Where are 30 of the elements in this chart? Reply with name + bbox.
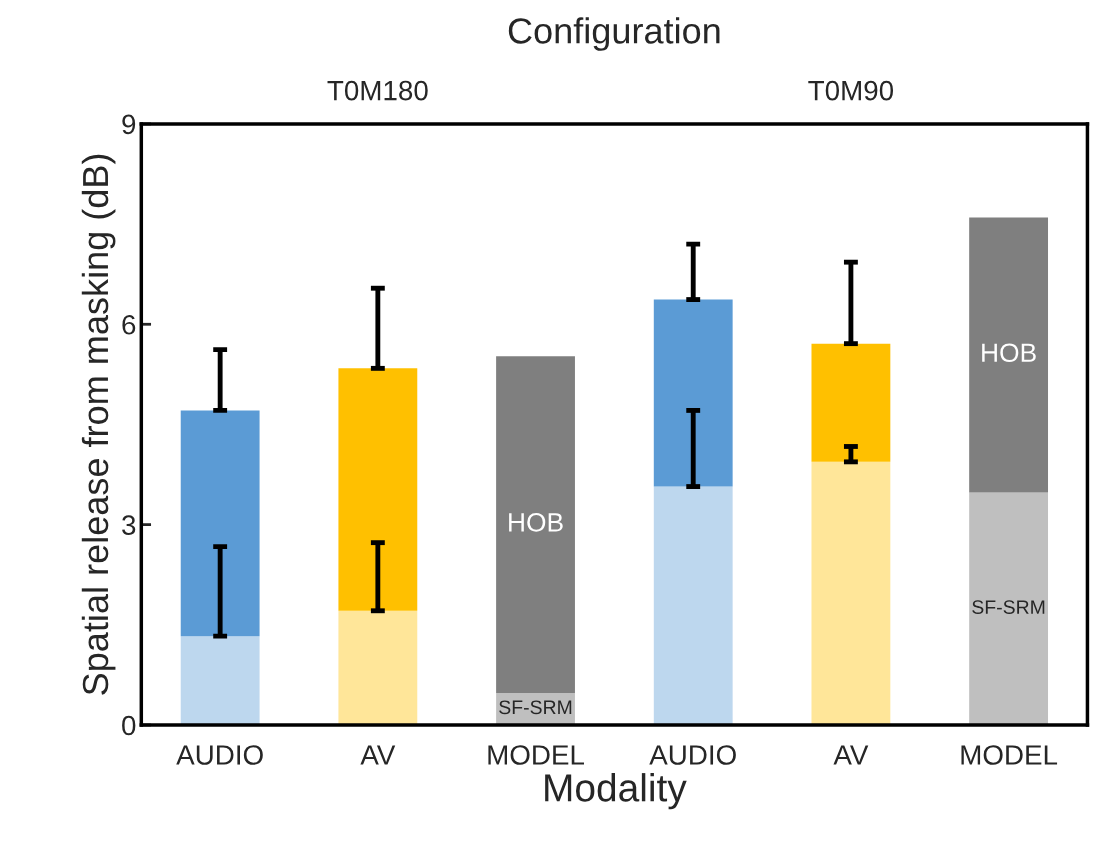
bar	[496, 356, 575, 693]
x-axis-title: Modality	[545, 773, 687, 810]
bar	[338, 368, 418, 611]
data-label: SF-SRM	[972, 600, 1045, 614]
text: T0M180	[327, 80, 428, 101]
x-tick-label: AV	[833, 745, 869, 765]
bar	[653, 486, 733, 725]
x-tick-label: AUDIO	[649, 745, 736, 765]
x-tick-label: AUDIO	[176, 745, 263, 765]
bar	[811, 461, 891, 725]
y-axis-title: Spatial release from masking (dB)	[81, 154, 116, 695]
bar	[969, 492, 1049, 725]
bar	[180, 410, 260, 637]
bar	[338, 610, 418, 725]
data-label: HOB	[509, 513, 563, 532]
y-tick-label: 6	[122, 314, 136, 335]
y-tick-label: 9	[122, 114, 136, 135]
x-tick-label: MODEL	[488, 745, 584, 765]
x-tick-label: AV	[360, 745, 396, 765]
chart-title: Configuration	[508, 17, 720, 51]
bar	[180, 636, 260, 725]
bar	[969, 217, 1049, 493]
bar	[811, 343, 891, 462]
data-label: SF-SRM	[499, 700, 572, 715]
bar	[653, 299, 733, 487]
x-tick-label: MODEL	[961, 745, 1058, 765]
data-label: HOB	[982, 343, 1036, 363]
y-tick-label: 3	[122, 515, 136, 535]
y-tick-label: 0	[122, 715, 136, 736]
text: T0M90	[808, 80, 894, 101]
